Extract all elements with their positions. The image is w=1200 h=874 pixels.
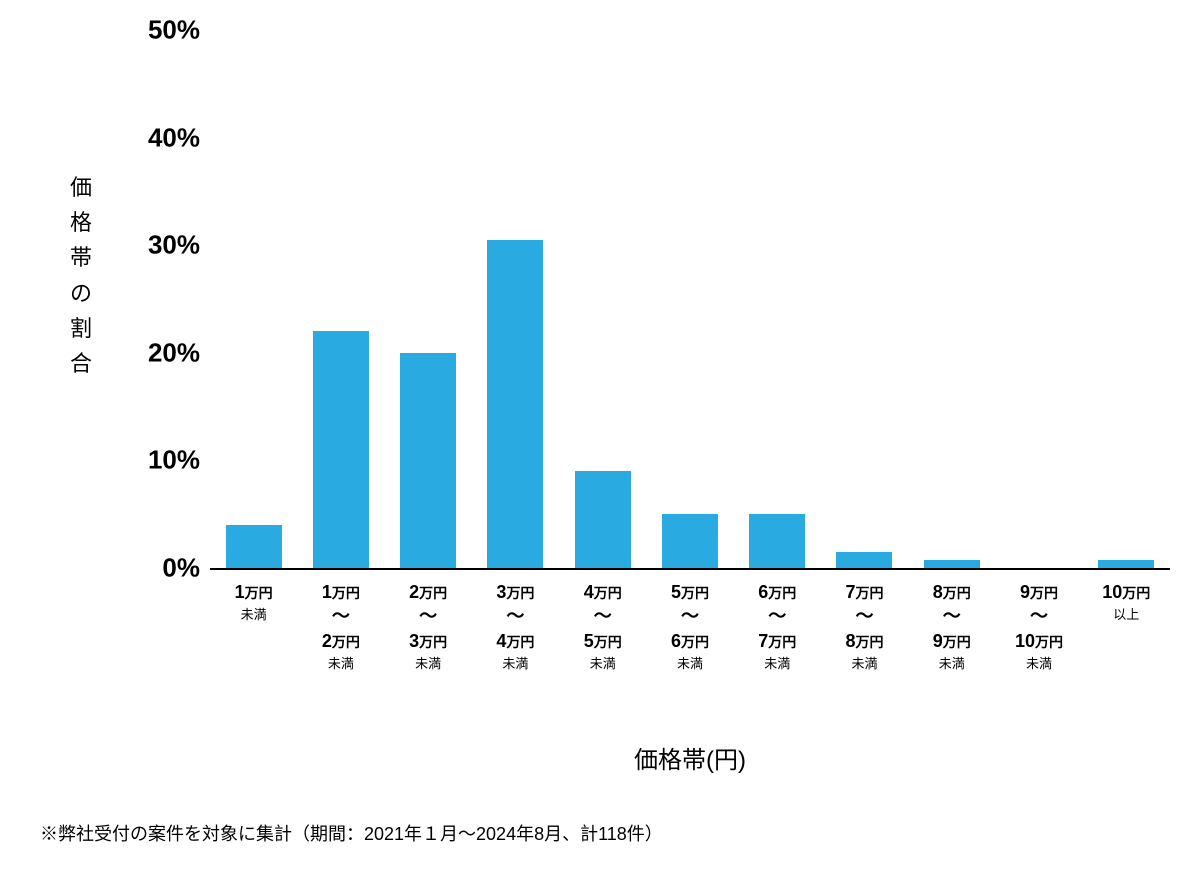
y-tick: 30% — [110, 230, 200, 261]
bar-slot — [995, 30, 1082, 568]
x-label: 7万円〜8万円未満 — [821, 580, 908, 672]
bar — [313, 331, 369, 568]
y-tick: 40% — [110, 122, 200, 153]
x-label: 5万円〜6万円未満 — [646, 580, 733, 672]
x-label: 2万円〜3万円未満 — [385, 580, 472, 672]
bar — [226, 525, 282, 568]
bar — [662, 514, 718, 568]
x-label: 10万円以上 — [1083, 580, 1170, 672]
y-tick: 20% — [110, 337, 200, 368]
bar-slot — [472, 30, 559, 568]
x-labels: 1万円未満1万円〜2万円未満2万円〜3万円未満3万円〜4万円未満4万円〜5万円未… — [210, 580, 1170, 672]
bar-slot — [734, 30, 821, 568]
bar — [487, 240, 543, 568]
x-label: 8万円〜9万円未満 — [908, 580, 995, 672]
bar-slot — [210, 30, 297, 568]
y-tick: 0% — [110, 553, 200, 584]
bar — [836, 552, 892, 568]
bars-container — [210, 30, 1170, 568]
y-tick: 50% — [110, 15, 200, 46]
plot-area: 0%10%20%30%40%50% — [210, 30, 1170, 570]
x-axis-title: 価格帯(円) — [210, 740, 1170, 775]
bar-slot — [385, 30, 472, 568]
x-label: 9万円〜10万円未満 — [995, 580, 1082, 672]
bar — [1098, 560, 1154, 568]
x-label: 4万円〜5万円未満 — [559, 580, 646, 672]
bar — [924, 560, 980, 568]
x-label: 1万円未満 — [210, 580, 297, 672]
bar — [575, 471, 631, 568]
x-label: 3万円〜4万円未満 — [472, 580, 559, 672]
bar-slot — [646, 30, 733, 568]
bar — [400, 353, 456, 568]
x-label: 1万円〜2万円未満 — [297, 580, 384, 672]
x-label: 6万円〜7万円未満 — [734, 580, 821, 672]
bar — [749, 514, 805, 568]
bar-slot — [908, 30, 995, 568]
footnote: ※弊社受付の案件を対象に集計（期間：2021年１月〜2024年8月、計118件） — [40, 820, 663, 846]
bar-slot — [1083, 30, 1170, 568]
bar-slot — [821, 30, 908, 568]
bar-slot — [559, 30, 646, 568]
chart-wrapper: 価 格 帯 の 割 合 0% 10% 20% 30% 40% 50% 1万円未満1万円〜2… — [40, 10, 1160, 770]
y-tick: 10% — [110, 445, 200, 476]
bar-slot — [297, 30, 384, 568]
y-axis-title: 価 格 帯 の 割 合 — [70, 170, 92, 381]
